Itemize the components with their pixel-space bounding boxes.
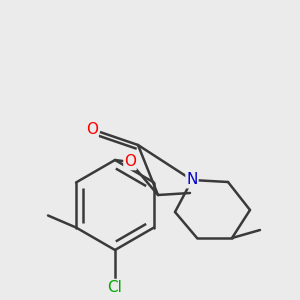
Text: N: N	[186, 172, 198, 188]
Text: O: O	[86, 122, 98, 136]
Text: O: O	[124, 154, 136, 169]
Text: N: N	[186, 172, 198, 188]
Text: Cl: Cl	[108, 280, 122, 295]
